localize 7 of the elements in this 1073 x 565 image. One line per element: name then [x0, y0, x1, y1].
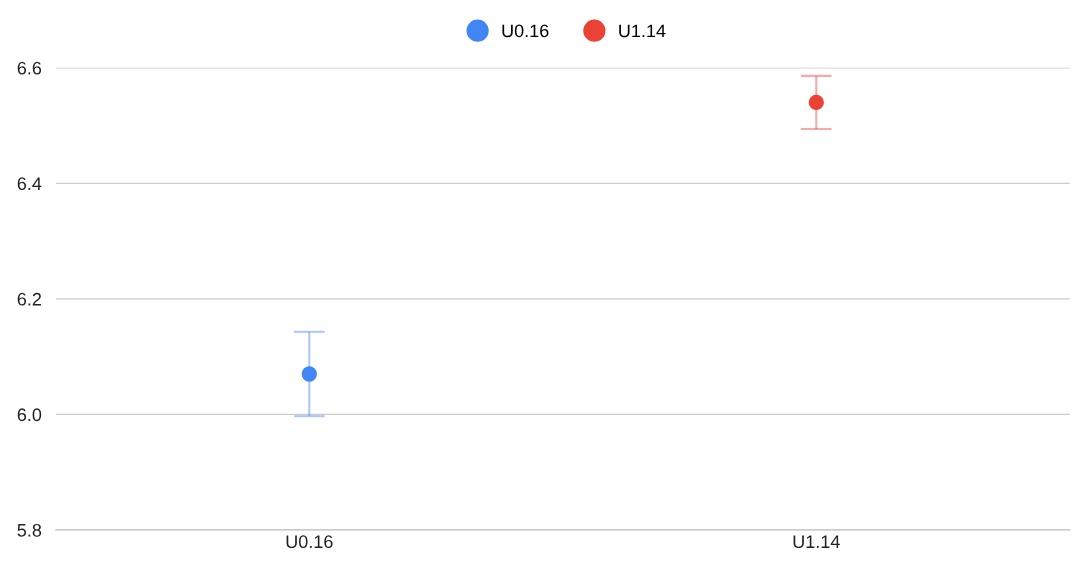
y-tick-label: 6.0	[17, 408, 42, 422]
y-tick-label: 6.2	[17, 292, 41, 306]
legend-label: U1.14	[619, 24, 666, 38]
y-tick-label: 6.4	[17, 177, 42, 191]
legend-label: U0.16	[502, 24, 549, 38]
y-tick-label: 6.6	[17, 61, 42, 75]
y-tick-label: 5.8	[17, 523, 42, 537]
